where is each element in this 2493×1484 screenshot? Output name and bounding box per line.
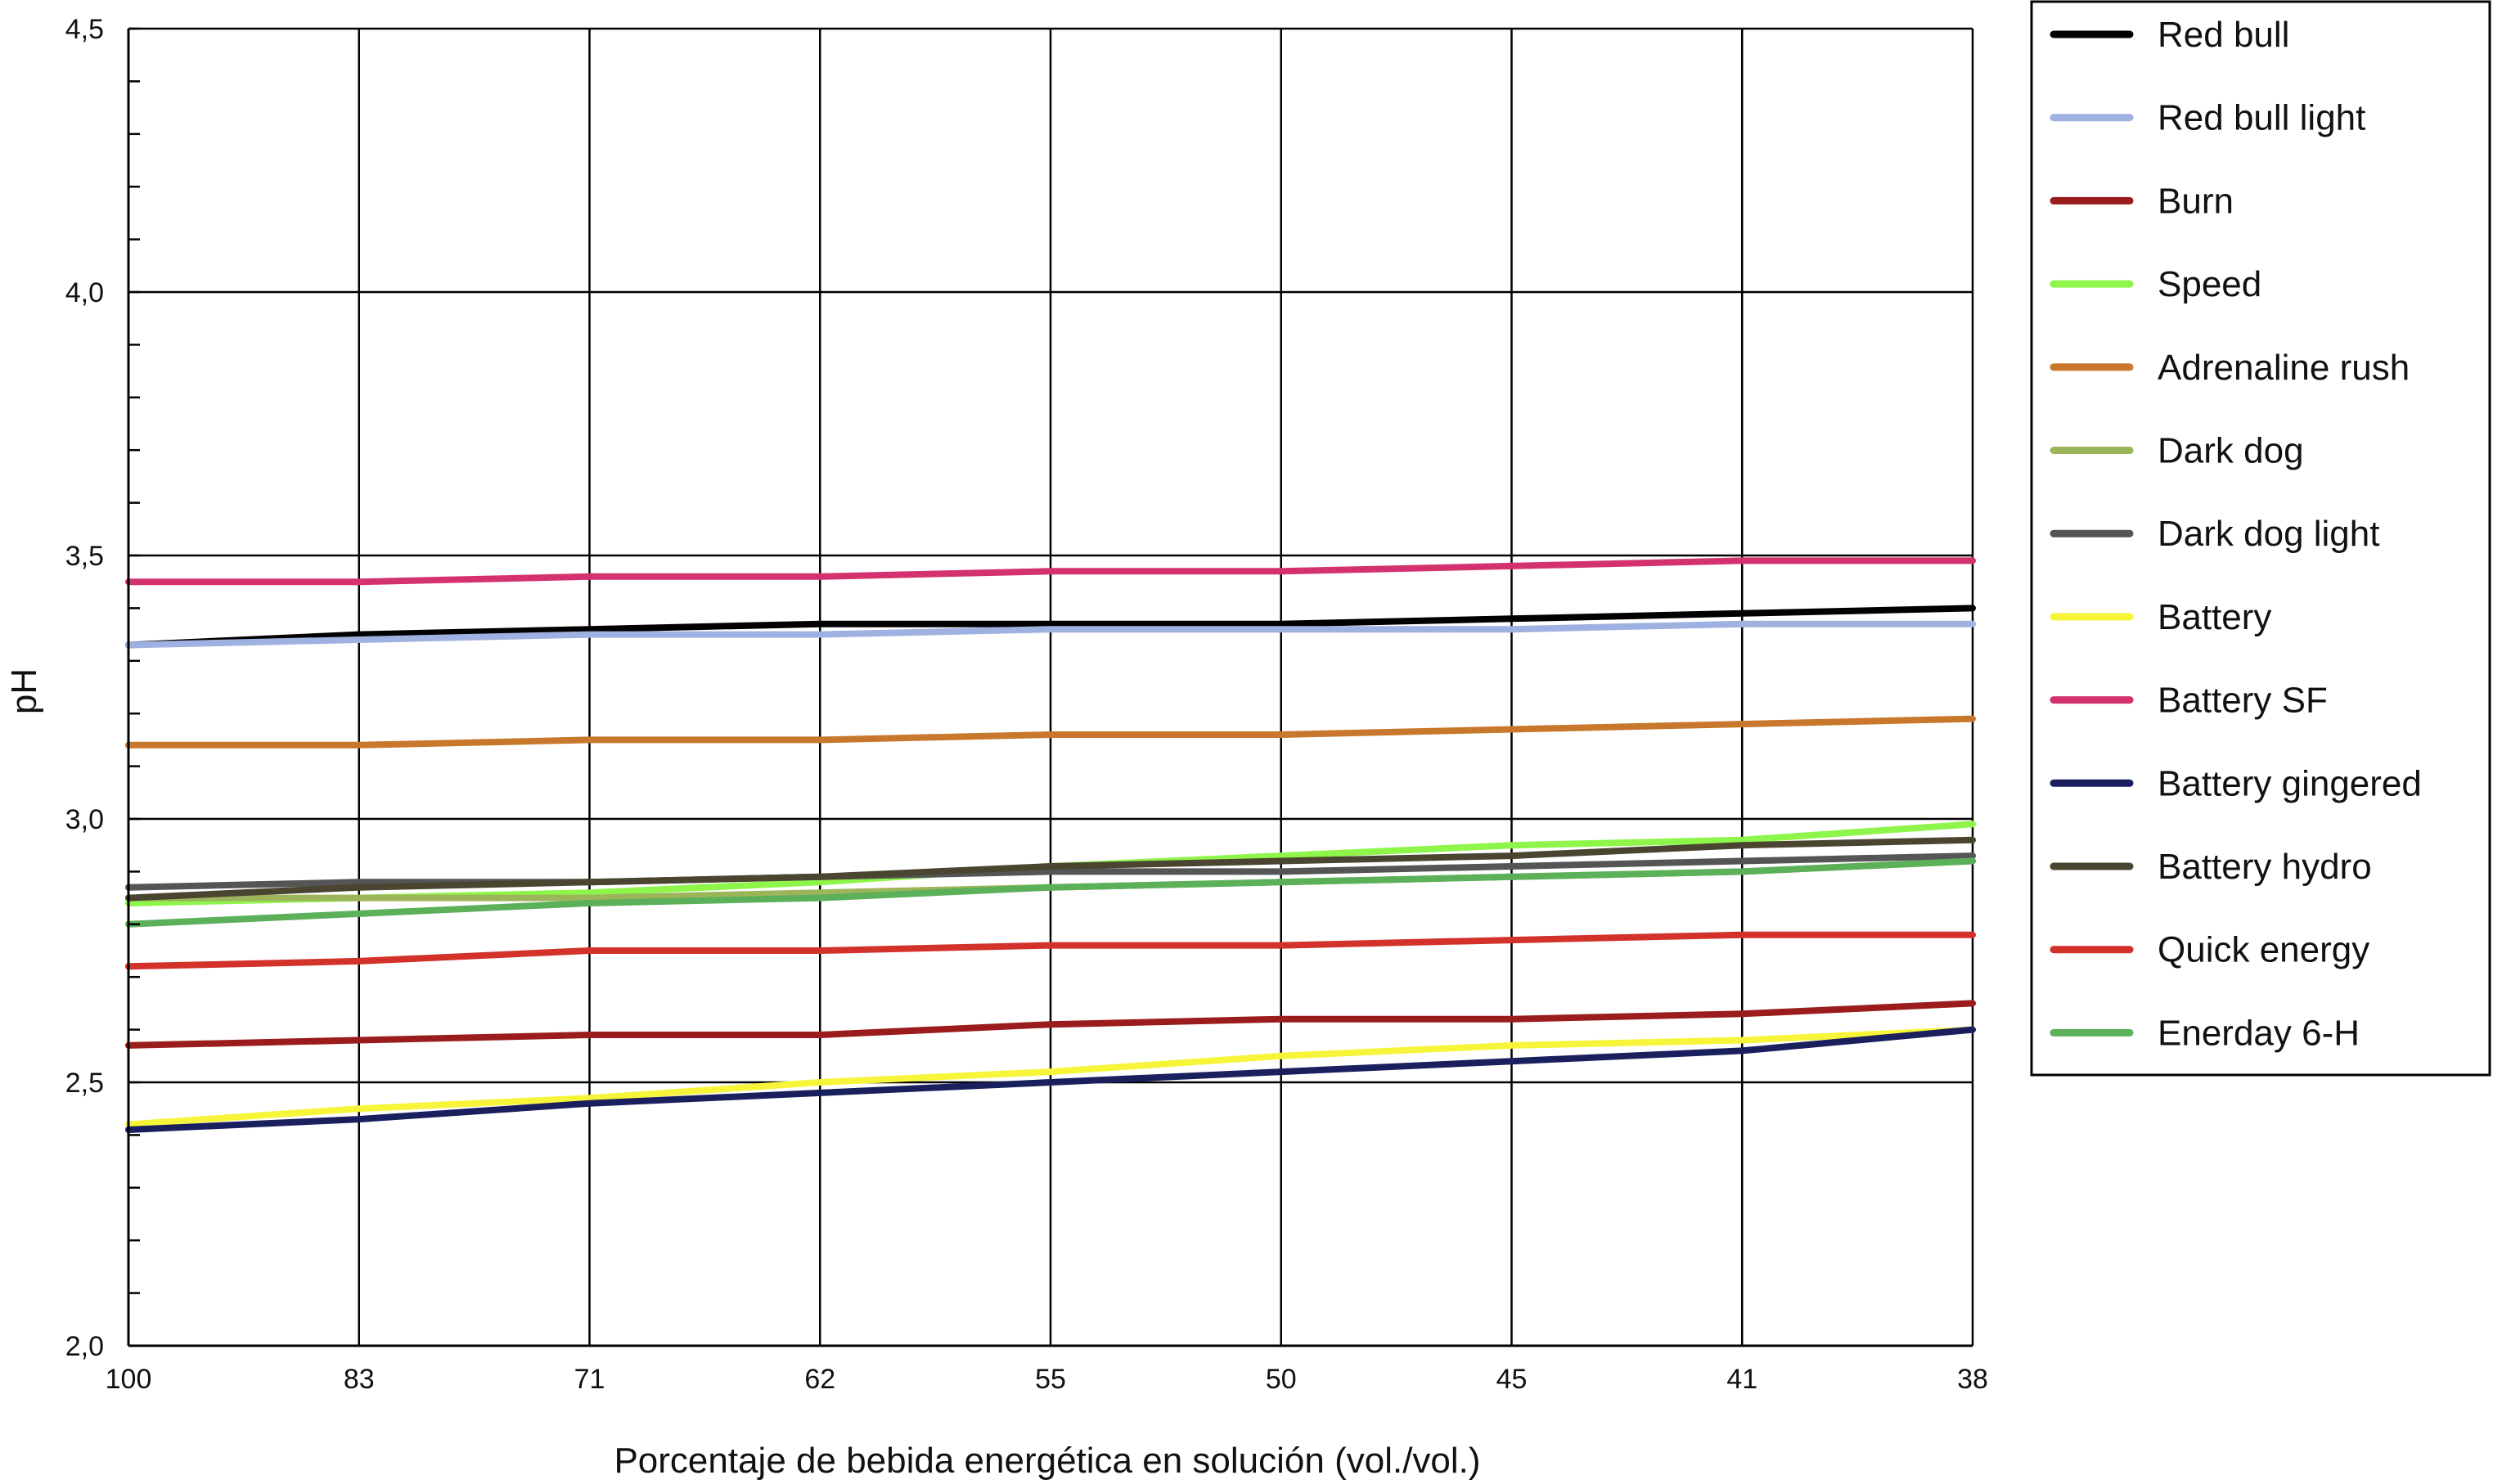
y-tick-label: 3,0 xyxy=(65,804,104,835)
y-tick-label: 4,0 xyxy=(65,277,104,308)
y-tick-label: 4,5 xyxy=(65,14,104,45)
legend-label: Adrenaline rush xyxy=(2158,348,2410,388)
legend-label: Battery hydro xyxy=(2158,847,2372,887)
legend-label: Quick energy xyxy=(2158,930,2369,970)
tick-labels: 2,0 2,5 3,0 3,5 4,0 4,5 100 83 71 62 55 50 45 41 38 xyxy=(65,14,1988,1395)
grid-lines xyxy=(128,27,1974,1347)
series-line xyxy=(125,557,1976,586)
series-line xyxy=(125,852,1976,891)
series-line xyxy=(125,605,1976,649)
y-tick-label: 2,0 xyxy=(65,1331,104,1362)
x-axis-title: Porcentaje de bebida energética en soluc… xyxy=(614,1441,1480,1481)
series-lines xyxy=(125,557,1976,1133)
series-line xyxy=(125,836,1976,902)
series-line xyxy=(125,1026,1976,1128)
series-line xyxy=(125,1000,1976,1049)
x-tick-label: 38 xyxy=(1957,1364,1988,1395)
series-line xyxy=(125,715,1976,749)
legend-label: Dark dog xyxy=(2158,431,2304,471)
x-tick-label: 62 xyxy=(804,1364,835,1395)
x-tick-label: 41 xyxy=(1726,1364,1757,1395)
legend-label: Enerday 6-H xyxy=(2158,1013,2360,1053)
x-tick-label: 55 xyxy=(1035,1364,1066,1395)
legend: Red bull Red bull light Burn Speed Adrenalin… xyxy=(2030,0,2491,1077)
series-line xyxy=(125,1026,1976,1133)
x-tick-label: 45 xyxy=(1496,1364,1528,1395)
series-line xyxy=(125,857,1976,928)
series-line xyxy=(125,931,1976,970)
legend-label: Battery xyxy=(2158,597,2271,637)
series-line xyxy=(125,620,1976,649)
y-tick-label: 2,5 xyxy=(65,1068,104,1099)
x-tick-label: 100 xyxy=(106,1364,152,1395)
legend-label: Speed xyxy=(2158,264,2261,304)
legend-label: Battery gingered xyxy=(2158,763,2422,803)
x-tick-label: 83 xyxy=(344,1364,375,1395)
legend-label: Dark dog light xyxy=(2158,514,2379,554)
legend-label: Red bull light xyxy=(2158,98,2365,138)
x-tick-label: 50 xyxy=(1266,1364,1297,1395)
axes xyxy=(127,27,1973,1347)
legend-box xyxy=(2030,0,2491,1077)
y-tick-label: 3,5 xyxy=(65,541,104,572)
x-tick-label: 71 xyxy=(574,1364,605,1395)
legend-label: Red bull xyxy=(2158,15,2289,55)
y-axis-title: pH xyxy=(4,668,44,714)
legend-label: Burn xyxy=(2158,181,2234,221)
legend-label: Battery SF xyxy=(2158,681,2328,721)
